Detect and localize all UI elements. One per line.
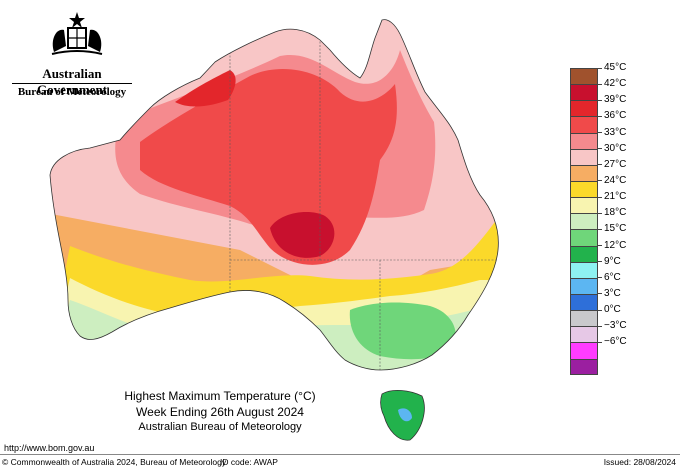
legend-swatch — [570, 310, 598, 327]
legend-item: 45°C — [570, 62, 634, 85]
legend-label: 6°C — [604, 271, 621, 283]
legend-swatch — [570, 229, 598, 246]
legend-swatch — [570, 245, 598, 262]
legend-swatch — [570, 277, 598, 294]
legend-tick — [598, 325, 602, 327]
legend-item: 0°C — [570, 304, 634, 327]
legend-swatch — [570, 261, 598, 278]
legend-item: 36°C — [570, 110, 634, 133]
legend-label: 15°C — [604, 223, 627, 235]
legend-tick — [598, 212, 602, 214]
legend-swatch — [570, 293, 598, 311]
map-subtitle: Week Ending 26th August 2024 — [136, 405, 304, 419]
website-url[interactable]: http://www.bom.gov.au — [4, 443, 95, 453]
footer-divider — [0, 454, 680, 455]
legend-label: −3°C — [604, 320, 627, 332]
legend-swatch — [570, 132, 598, 149]
legend-item: 30°C — [570, 143, 634, 165]
logo-divider — [12, 83, 132, 84]
legend-swatch — [570, 116, 598, 133]
legend-tick — [598, 293, 602, 295]
map-titles: Highest Maximum Temperature (°C) Week En… — [120, 388, 320, 434]
legend-tick — [598, 309, 602, 311]
legend-label: 33°C — [604, 126, 627, 138]
legend-swatch — [570, 358, 598, 375]
legend-swatch — [570, 148, 598, 165]
legend-label: 45°C — [604, 62, 627, 73]
legend-label: 0°C — [604, 304, 621, 316]
legend-tick — [598, 245, 602, 247]
legend-item: 6°C — [570, 272, 634, 294]
legend-tick — [598, 277, 602, 279]
government-name: Australian Government — [36, 66, 108, 97]
legend-swatch — [570, 164, 598, 181]
temperature-legend: 45°C 42°C 39°C 36°C 33°C 30°C 27°C 24°C 21°C 18°C… — [570, 62, 634, 375]
legend-label: 3°C — [604, 287, 621, 299]
legend-label: 21°C — [604, 191, 627, 203]
temperature-map — [49, 19, 499, 441]
legend-label: 27°C — [604, 158, 627, 170]
legend-tick — [598, 228, 602, 230]
bom-logo: Australian Government Bureau of Meteorol… — [8, 8, 136, 98]
legend-label: 36°C — [604, 110, 627, 122]
legend-tick — [598, 180, 602, 182]
legend-item: 18°C — [570, 207, 634, 230]
legend-label: −6°C — [604, 336, 627, 348]
id-code: ID code: AWAP — [220, 457, 278, 467]
legend-tick — [598, 196, 602, 198]
legend-swatch — [570, 68, 598, 85]
legend-item: 39°C — [570, 94, 634, 117]
legend-swatch — [570, 342, 598, 359]
legend-tick — [598, 99, 602, 101]
legend-label: 18°C — [604, 207, 627, 219]
issued-date: Issued: 28/08/2024 — [603, 457, 676, 467]
bureau-name: Bureau of Meteorology — [17, 86, 127, 98]
legend-item: 12°C — [570, 240, 634, 262]
legend-swatch — [570, 326, 598, 343]
legend-swatch — [570, 100, 598, 117]
legend-item — [570, 358, 634, 375]
legend-swatch — [570, 197, 598, 214]
legend-item: 27°C — [570, 159, 634, 181]
legend-label: 9°C — [604, 255, 621, 267]
legend-tick — [598, 164, 602, 166]
legend-item: 9°C — [570, 256, 634, 278]
legend-swatch — [570, 180, 598, 198]
coat-of-arms-icon — [51, 12, 103, 55]
legend-tick — [598, 261, 602, 263]
legend-swatch — [570, 84, 598, 101]
legend-item: 21°C — [570, 191, 634, 214]
legend-label: 30°C — [604, 142, 627, 154]
legend-label: 24°C — [604, 174, 627, 186]
legend-swatch — [570, 213, 598, 230]
legend-item: 33°C — [570, 127, 634, 149]
legend-tick — [598, 132, 602, 134]
legend-label: 39°C — [604, 94, 627, 106]
legend-tick — [598, 148, 602, 150]
legend-item: −6°C — [570, 336, 634, 359]
legend-item: −3°C — [570, 320, 634, 343]
legend-item: 15°C — [570, 223, 634, 246]
legend-item: 42°C — [570, 78, 634, 101]
legend-tick — [598, 115, 602, 117]
legend-label: 42°C — [604, 78, 627, 90]
map-source: Australian Bureau of Meteorology — [138, 421, 302, 433]
legend-label: 12°C — [604, 239, 627, 251]
legend-item: 3°C — [570, 288, 634, 311]
map-title: Highest Maximum Temperature (°C) — [124, 389, 316, 403]
copyright-text: © Commonwealth of Australia 2024, Bureau… — [2, 457, 227, 467]
legend-tick — [598, 83, 602, 85]
legend-tick — [598, 67, 602, 69]
legend-item: 24°C — [570, 175, 634, 198]
legend-tick — [598, 341, 602, 343]
